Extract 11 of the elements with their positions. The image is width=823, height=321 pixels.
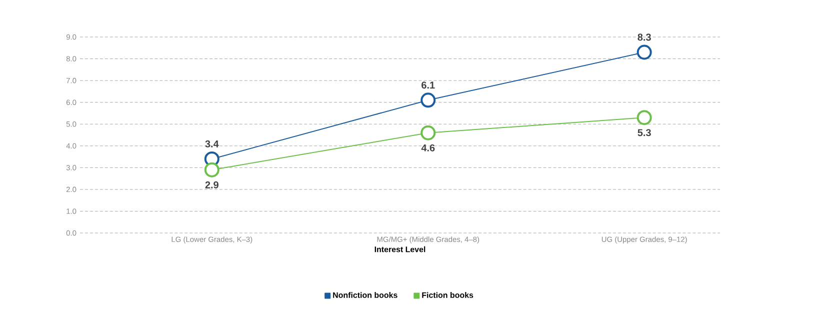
data-label: 5.3 xyxy=(638,129,651,136)
data-label: 2.9 xyxy=(205,181,218,188)
point xyxy=(636,110,652,126)
data-label: 4.6 xyxy=(421,144,435,152)
data-label: 8.3 xyxy=(638,34,651,41)
point xyxy=(204,162,220,178)
data-label: 3.4 xyxy=(205,140,219,148)
point xyxy=(636,44,652,60)
point xyxy=(420,92,436,108)
point xyxy=(420,125,436,140)
data-label: 6.1 xyxy=(422,82,435,89)
